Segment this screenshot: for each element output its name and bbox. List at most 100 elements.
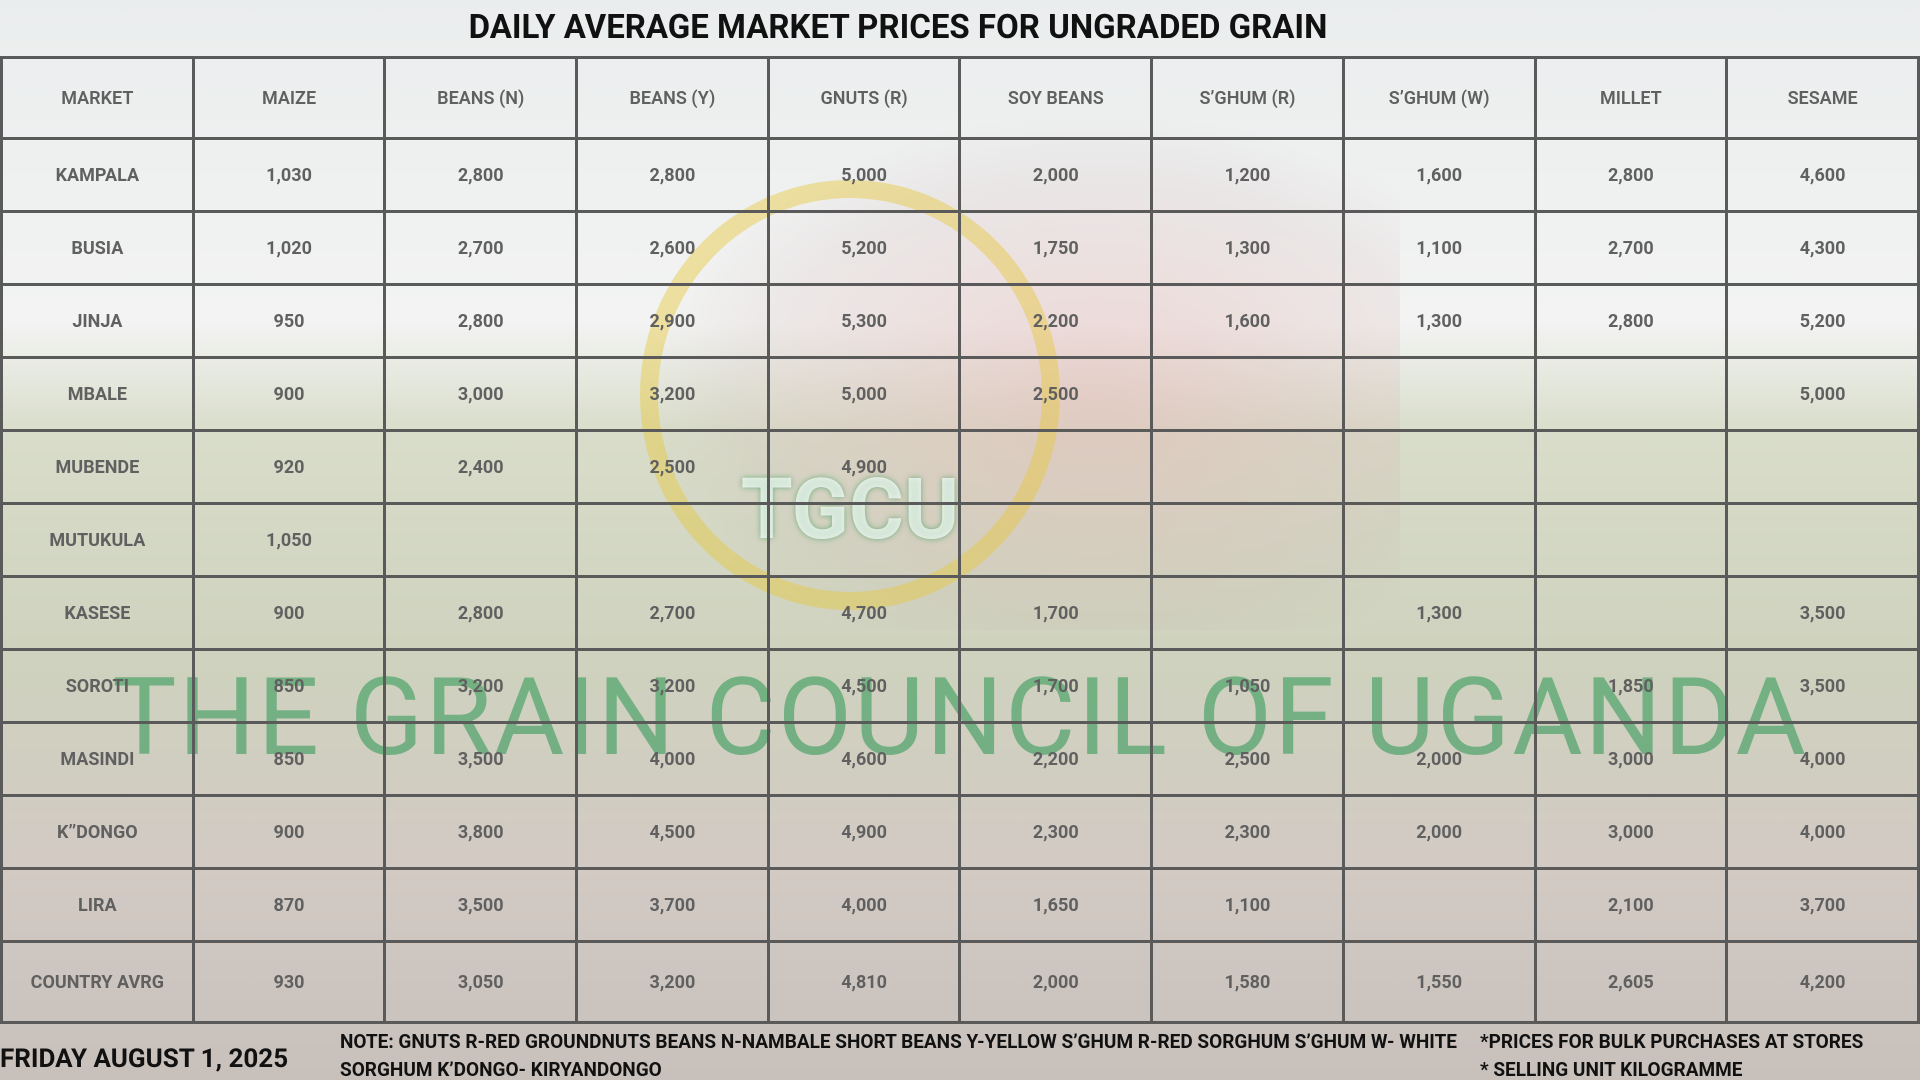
- price-cell: 5,200: [1725, 283, 1920, 359]
- price-cell: 1,600: [1150, 283, 1345, 359]
- price-cell: 3,000: [1533, 794, 1729, 870]
- price-cell: 5,000: [766, 137, 962, 213]
- price-cell: 3,200: [575, 648, 770, 724]
- price-cell: [1150, 429, 1345, 505]
- price-cell: [1150, 502, 1345, 578]
- price-cell: [383, 502, 579, 578]
- price-cell: 1,850: [1533, 648, 1729, 724]
- price-cell: [1533, 502, 1729, 578]
- price-cell: 4,300: [1725, 210, 1920, 286]
- price-cell: [1150, 575, 1345, 651]
- price-cell: 2,800: [383, 575, 579, 651]
- price-cell: 1,300: [1341, 575, 1537, 651]
- market-cell: MASINDI: [0, 721, 195, 797]
- price-cell: 900: [191, 356, 387, 432]
- price-cell: 1,550: [1341, 940, 1537, 1024]
- title: DAILY AVERAGE MARKET PRICES FOR UNGRADED…: [468, 8, 1328, 47]
- price-cell: [1341, 502, 1537, 578]
- table-row: SOROTI 850 3,200 3,200 4,500 1,700 1,050 1,850 3…: [0, 648, 1920, 724]
- price-cell: [1150, 356, 1345, 432]
- price-cell: 3,200: [575, 940, 770, 1024]
- price-cell: 2,200: [958, 721, 1154, 797]
- column-header: BEANS (Y): [575, 56, 770, 140]
- price-cell: 2,600: [575, 210, 770, 286]
- price-cell: 5,200: [766, 210, 962, 286]
- price-cell: [1725, 502, 1920, 578]
- price-cell: 4,600: [766, 721, 962, 797]
- column-header: S’GHUM (R): [1150, 56, 1345, 140]
- price-cell: 2,700: [383, 210, 579, 286]
- price-cell: 2,605: [1533, 940, 1729, 1024]
- price-cell: 4,200: [1725, 940, 1920, 1024]
- market-cell: JINJA: [0, 283, 195, 359]
- price-cell: 2,800: [575, 137, 770, 213]
- price-cell: 2,000: [958, 137, 1154, 213]
- price-cell: 2,500: [1150, 721, 1345, 797]
- price-cell: 3,050: [383, 940, 579, 1024]
- price-cell: 1,050: [1150, 648, 1345, 724]
- market-cell: MBALE: [0, 356, 195, 432]
- market-cell: SOROTI: [0, 648, 195, 724]
- price-cell: 3,800: [383, 794, 579, 870]
- price-cell: [766, 502, 962, 578]
- remark: *PRICES FOR BULK PURCHASES AT STORES: [1480, 1030, 1864, 1053]
- price-cell: 2,200: [958, 283, 1154, 359]
- price-cell: 1,750: [958, 210, 1154, 286]
- column-header: MARKET: [0, 56, 195, 140]
- price-cell: 2,300: [1150, 794, 1345, 870]
- price-cell: 2,000: [1341, 721, 1537, 797]
- column-header: BEANS (N): [383, 56, 579, 140]
- note: NOTE: GNUTS R-RED GROUNDNUTS BEANS N-NAM…: [340, 1030, 1457, 1080]
- price-cell: 1,700: [958, 575, 1154, 651]
- column-header: MILLET: [1533, 56, 1729, 140]
- price-cell: 930: [191, 940, 387, 1024]
- price-cell: 1,650: [958, 867, 1154, 943]
- table-row: MUTUKULA 1,050: [0, 502, 1920, 578]
- price-cell: 4,700: [766, 575, 962, 651]
- price-cell: 1,600: [1341, 137, 1537, 213]
- column-header: MAIZE: [191, 56, 387, 140]
- table-row: MUBENDE 920 2,400 2,500 4,900: [0, 429, 1920, 505]
- market-cell: LIRA: [0, 867, 195, 943]
- price-cell: 850: [191, 721, 387, 797]
- price-cell: 5,000: [766, 356, 962, 432]
- price-cell: 1,700: [958, 648, 1154, 724]
- price-cell: [1341, 867, 1537, 943]
- table-row: JINJA 950 2,800 2,900 5,300 2,200 1,600 1,300 2,…: [0, 283, 1920, 359]
- price-cell: 4,900: [766, 794, 962, 870]
- date: FRIDAY AUGUST 1, 2025: [0, 1044, 289, 1074]
- price-cell: 4,600: [1725, 137, 1920, 213]
- price-cell: 1,100: [1150, 867, 1345, 943]
- price-cell: 2,800: [1533, 137, 1729, 213]
- price-cell: 3,700: [1725, 867, 1920, 943]
- price-cell: 900: [191, 794, 387, 870]
- table-row: MASINDI 850 3,500 4,000 4,600 2,200 2,500 2,000…: [0, 721, 1920, 797]
- table-row: KAMPALA 1,030 2,800 2,800 5,000 2,000 1,200 1,6…: [0, 137, 1920, 213]
- price-cell: 2,300: [958, 794, 1154, 870]
- price-cell: 2,800: [383, 137, 579, 213]
- price-cell: [575, 502, 770, 578]
- price-cell: 870: [191, 867, 387, 943]
- price-cell: 1,580: [1150, 940, 1345, 1024]
- price-cell: 2,100: [1533, 867, 1729, 943]
- table-row: MBALE 900 3,000 3,200 5,000 2,500 5,000: [0, 356, 1920, 432]
- price-cell: 2,800: [383, 283, 579, 359]
- price-cell: 4,000: [766, 867, 962, 943]
- price-cell: 3,500: [1725, 648, 1920, 724]
- price-cell: 1,020: [191, 210, 387, 286]
- remark: * SELLING UNIT KILOGRAMME: [1480, 1058, 1743, 1080]
- price-cell: [1533, 575, 1729, 651]
- header-row: MARKET MAIZE BEANS (N) BEANS (Y) GNUTS (R) SO…: [0, 56, 1920, 140]
- price-cell: 4,000: [575, 721, 770, 797]
- price-cell: 3,500: [383, 867, 579, 943]
- price-cell: 1,030: [191, 137, 387, 213]
- price-cell: 2,500: [958, 356, 1154, 432]
- price-cell: 1,100: [1341, 210, 1537, 286]
- column-header: GNUTS (R): [766, 56, 962, 140]
- table-row: BUSIA 1,020 2,700 2,600 5,200 1,750 1,300 1,100…: [0, 210, 1920, 286]
- price-cell: 2,900: [575, 283, 770, 359]
- table-row: K’’DONGO 900 3,800 4,500 4,900 2,300 2,300 2,00…: [0, 794, 1920, 870]
- price-cell: 2,000: [958, 940, 1154, 1024]
- price-cell: 2,400: [383, 429, 579, 505]
